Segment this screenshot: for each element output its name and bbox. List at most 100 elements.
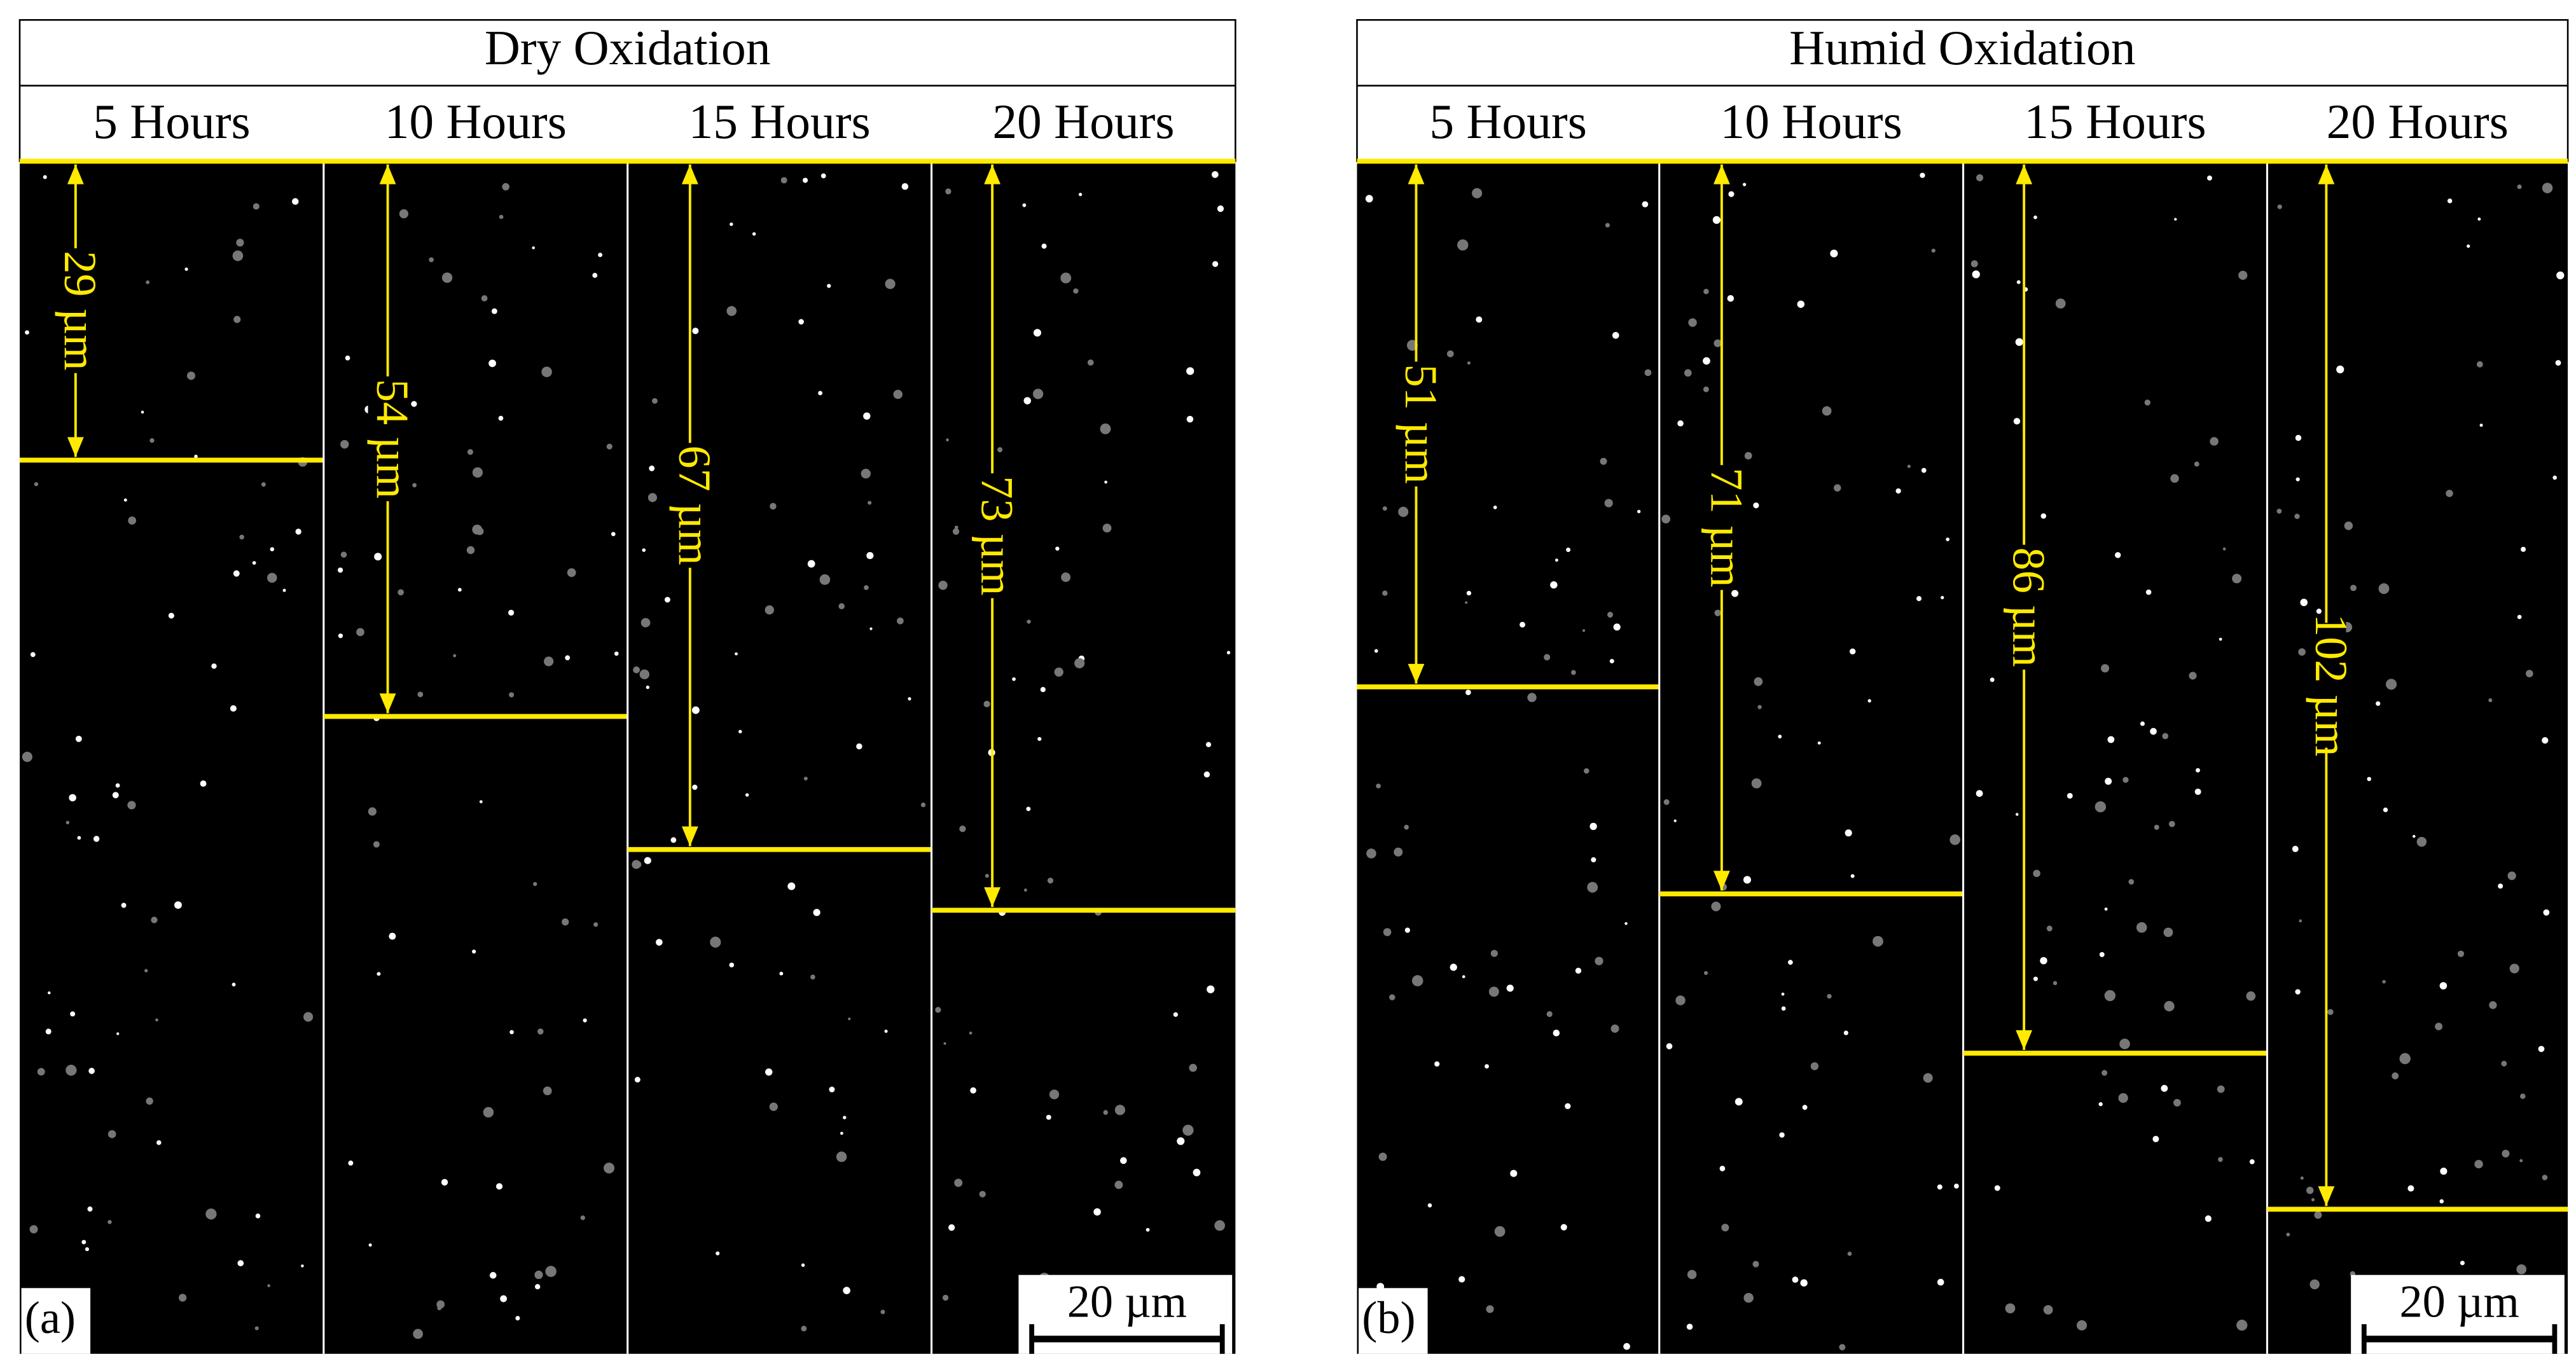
particle xyxy=(1571,670,1576,675)
particle xyxy=(107,1130,116,1138)
particle xyxy=(1193,1168,1201,1177)
particle xyxy=(2520,1093,2526,1100)
particle xyxy=(1033,329,1041,337)
particle xyxy=(368,1243,372,1247)
particle xyxy=(2173,1099,2181,1107)
particle xyxy=(2162,733,2169,740)
particle xyxy=(1704,971,1708,976)
particle xyxy=(829,1086,835,1093)
particle xyxy=(2294,513,2300,520)
particle xyxy=(810,974,815,980)
panel-title: Humid Oxidation xyxy=(1789,20,2135,75)
particle xyxy=(1624,922,1628,925)
particle xyxy=(1546,1011,1553,1018)
particle xyxy=(710,936,721,948)
particle xyxy=(1937,1278,1944,1286)
particle xyxy=(2033,215,2037,219)
particle xyxy=(1703,386,1709,392)
particle xyxy=(255,1213,261,1219)
particle xyxy=(2104,990,2116,1002)
particle xyxy=(1582,629,1586,632)
arrowhead xyxy=(681,164,698,184)
particle xyxy=(1404,927,1410,933)
particle xyxy=(1744,452,1752,460)
particle xyxy=(34,482,39,487)
particle xyxy=(1054,667,1063,677)
particle xyxy=(2043,1305,2053,1315)
particle xyxy=(1850,874,1855,878)
particle xyxy=(1970,260,1978,268)
particle xyxy=(1032,389,1044,399)
particle xyxy=(813,909,821,916)
particle xyxy=(1677,420,1684,427)
particle xyxy=(1830,249,1838,258)
particle xyxy=(1921,467,1927,473)
particle xyxy=(827,284,831,288)
particle xyxy=(1060,272,1072,284)
particle xyxy=(1104,480,1107,484)
particle xyxy=(2040,513,2047,519)
particle xyxy=(1037,736,1042,742)
particle xyxy=(1186,367,1195,375)
particle xyxy=(1719,1166,1726,1171)
particle xyxy=(2107,736,2115,743)
particle xyxy=(2555,360,2561,366)
particle xyxy=(2382,979,2386,984)
particle xyxy=(495,1183,503,1190)
particle xyxy=(970,1087,976,1094)
particle xyxy=(1427,1203,1432,1208)
particle xyxy=(1102,523,1112,533)
particle xyxy=(985,874,989,878)
particle xyxy=(1751,778,1762,789)
particle xyxy=(1467,361,1471,365)
particle xyxy=(1946,537,1949,541)
label-gap xyxy=(1701,465,1742,590)
particle xyxy=(2516,1264,2527,1275)
particle xyxy=(1849,648,1856,655)
particle xyxy=(2104,907,2108,911)
particle xyxy=(2053,981,2058,986)
particle xyxy=(2277,204,2282,209)
particle xyxy=(489,1272,497,1279)
particle xyxy=(1931,248,1935,253)
arrowhead xyxy=(1713,871,1730,891)
particle xyxy=(1743,1293,1754,1303)
particle xyxy=(151,916,158,923)
particle xyxy=(429,257,434,263)
particle xyxy=(1411,975,1423,986)
particle xyxy=(66,1065,77,1076)
particle xyxy=(128,516,137,525)
arrowhead xyxy=(1713,164,1730,184)
particle xyxy=(1493,505,1497,509)
particle xyxy=(606,443,613,450)
particle xyxy=(232,250,244,261)
particle xyxy=(81,1240,87,1245)
particle xyxy=(611,532,616,537)
column-header: 15 Hours xyxy=(2024,94,2206,149)
particle xyxy=(1923,1073,1933,1083)
particle xyxy=(691,706,700,714)
particle xyxy=(938,581,948,590)
particle xyxy=(647,493,658,502)
particle xyxy=(1972,270,1980,279)
particle xyxy=(1742,183,1747,186)
particle xyxy=(1093,1208,1101,1216)
particle xyxy=(472,524,483,535)
particle xyxy=(389,932,396,940)
particle xyxy=(1847,1252,1852,1256)
particle xyxy=(399,209,409,219)
particle xyxy=(2439,1199,2444,1204)
particle xyxy=(70,1011,76,1017)
particle xyxy=(1114,1105,1126,1116)
particle xyxy=(75,735,82,742)
particle xyxy=(194,454,198,459)
particle xyxy=(1510,1170,1518,1177)
particle xyxy=(2016,280,2021,284)
particle xyxy=(261,482,266,487)
particle xyxy=(1074,658,1085,668)
particle xyxy=(1675,995,1686,1005)
particle xyxy=(1600,457,1607,465)
particle xyxy=(483,1107,494,1118)
particle xyxy=(1822,406,1832,416)
